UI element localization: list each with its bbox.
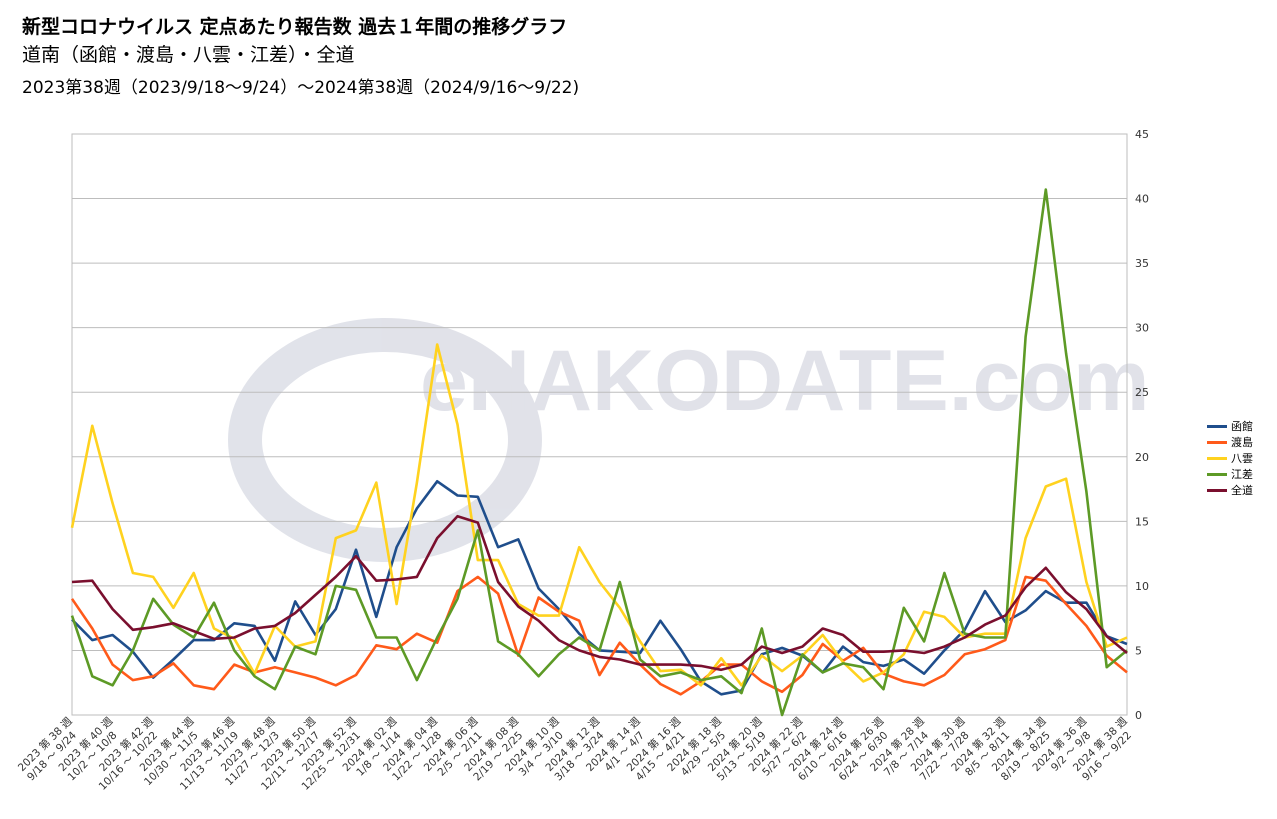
y-tick-label: 10 — [1135, 580, 1149, 593]
watermark-logo: eHAKODATE.com — [420, 333, 1150, 429]
series-line-渡島 — [70, 575, 1128, 696]
y-tick-label: 40 — [1135, 193, 1149, 206]
legend-item: 八雲 — [1207, 450, 1253, 466]
legend-swatch — [1207, 488, 1227, 492]
chart-period: 2023第38週（2023/9/18〜9/24）〜2024第38週（2024/9… — [22, 78, 580, 98]
series-line-全道 — [71, 514, 1128, 672]
series-line-八雲 — [70, 343, 1128, 687]
legend-item: 江差 — [1207, 466, 1253, 482]
legend-swatch — [1207, 472, 1227, 476]
y-tick-label: 35 — [1135, 257, 1149, 270]
y-tick-label: 45 — [1135, 128, 1149, 141]
legend-swatch — [1207, 440, 1227, 444]
legend-label: 渡島 — [1231, 436, 1253, 449]
watermark-logo-circle — [228, 318, 542, 562]
y-tick-label: 0 — [1135, 709, 1142, 722]
gridlines — [72, 133, 1127, 716]
y-tick-label: 30 — [1135, 322, 1149, 335]
legend-swatch — [1207, 424, 1227, 428]
y-axis-ticks: 0 5 10 15 20 25 30 35 40 45 — [1135, 128, 1149, 722]
y-tick-label: 5 — [1135, 644, 1142, 657]
legend-item: 函館 — [1207, 418, 1253, 434]
series-line-函館 — [71, 479, 1128, 696]
y-tick-label: 15 — [1135, 515, 1149, 528]
series-lines — [70, 188, 1128, 717]
series-line-江差 — [70, 188, 1128, 717]
chart-title: 新型コロナウイルス 定点あたり報告数 過去１年間の推移グラフ — [22, 16, 568, 38]
legend-label: 江差 — [1231, 468, 1253, 481]
watermark: eHAKODATE.com — [228, 318, 1150, 562]
legend-label: 八雲 — [1231, 452, 1253, 465]
y-tick-label: 25 — [1135, 386, 1149, 399]
chart-legend: 函館渡島八雲江差全道 — [1207, 418, 1253, 498]
legend-item: 渡島 — [1207, 434, 1253, 450]
y-tick-label: 20 — [1135, 451, 1149, 464]
legend-label: 函館 — [1231, 420, 1253, 433]
legend-item: 全道 — [1207, 482, 1253, 498]
chart-subtitle: 道南（函館・渡島・八雲・江差）・全道 — [22, 44, 355, 66]
legend-swatch — [1207, 456, 1227, 460]
legend-label: 全道 — [1231, 484, 1253, 497]
